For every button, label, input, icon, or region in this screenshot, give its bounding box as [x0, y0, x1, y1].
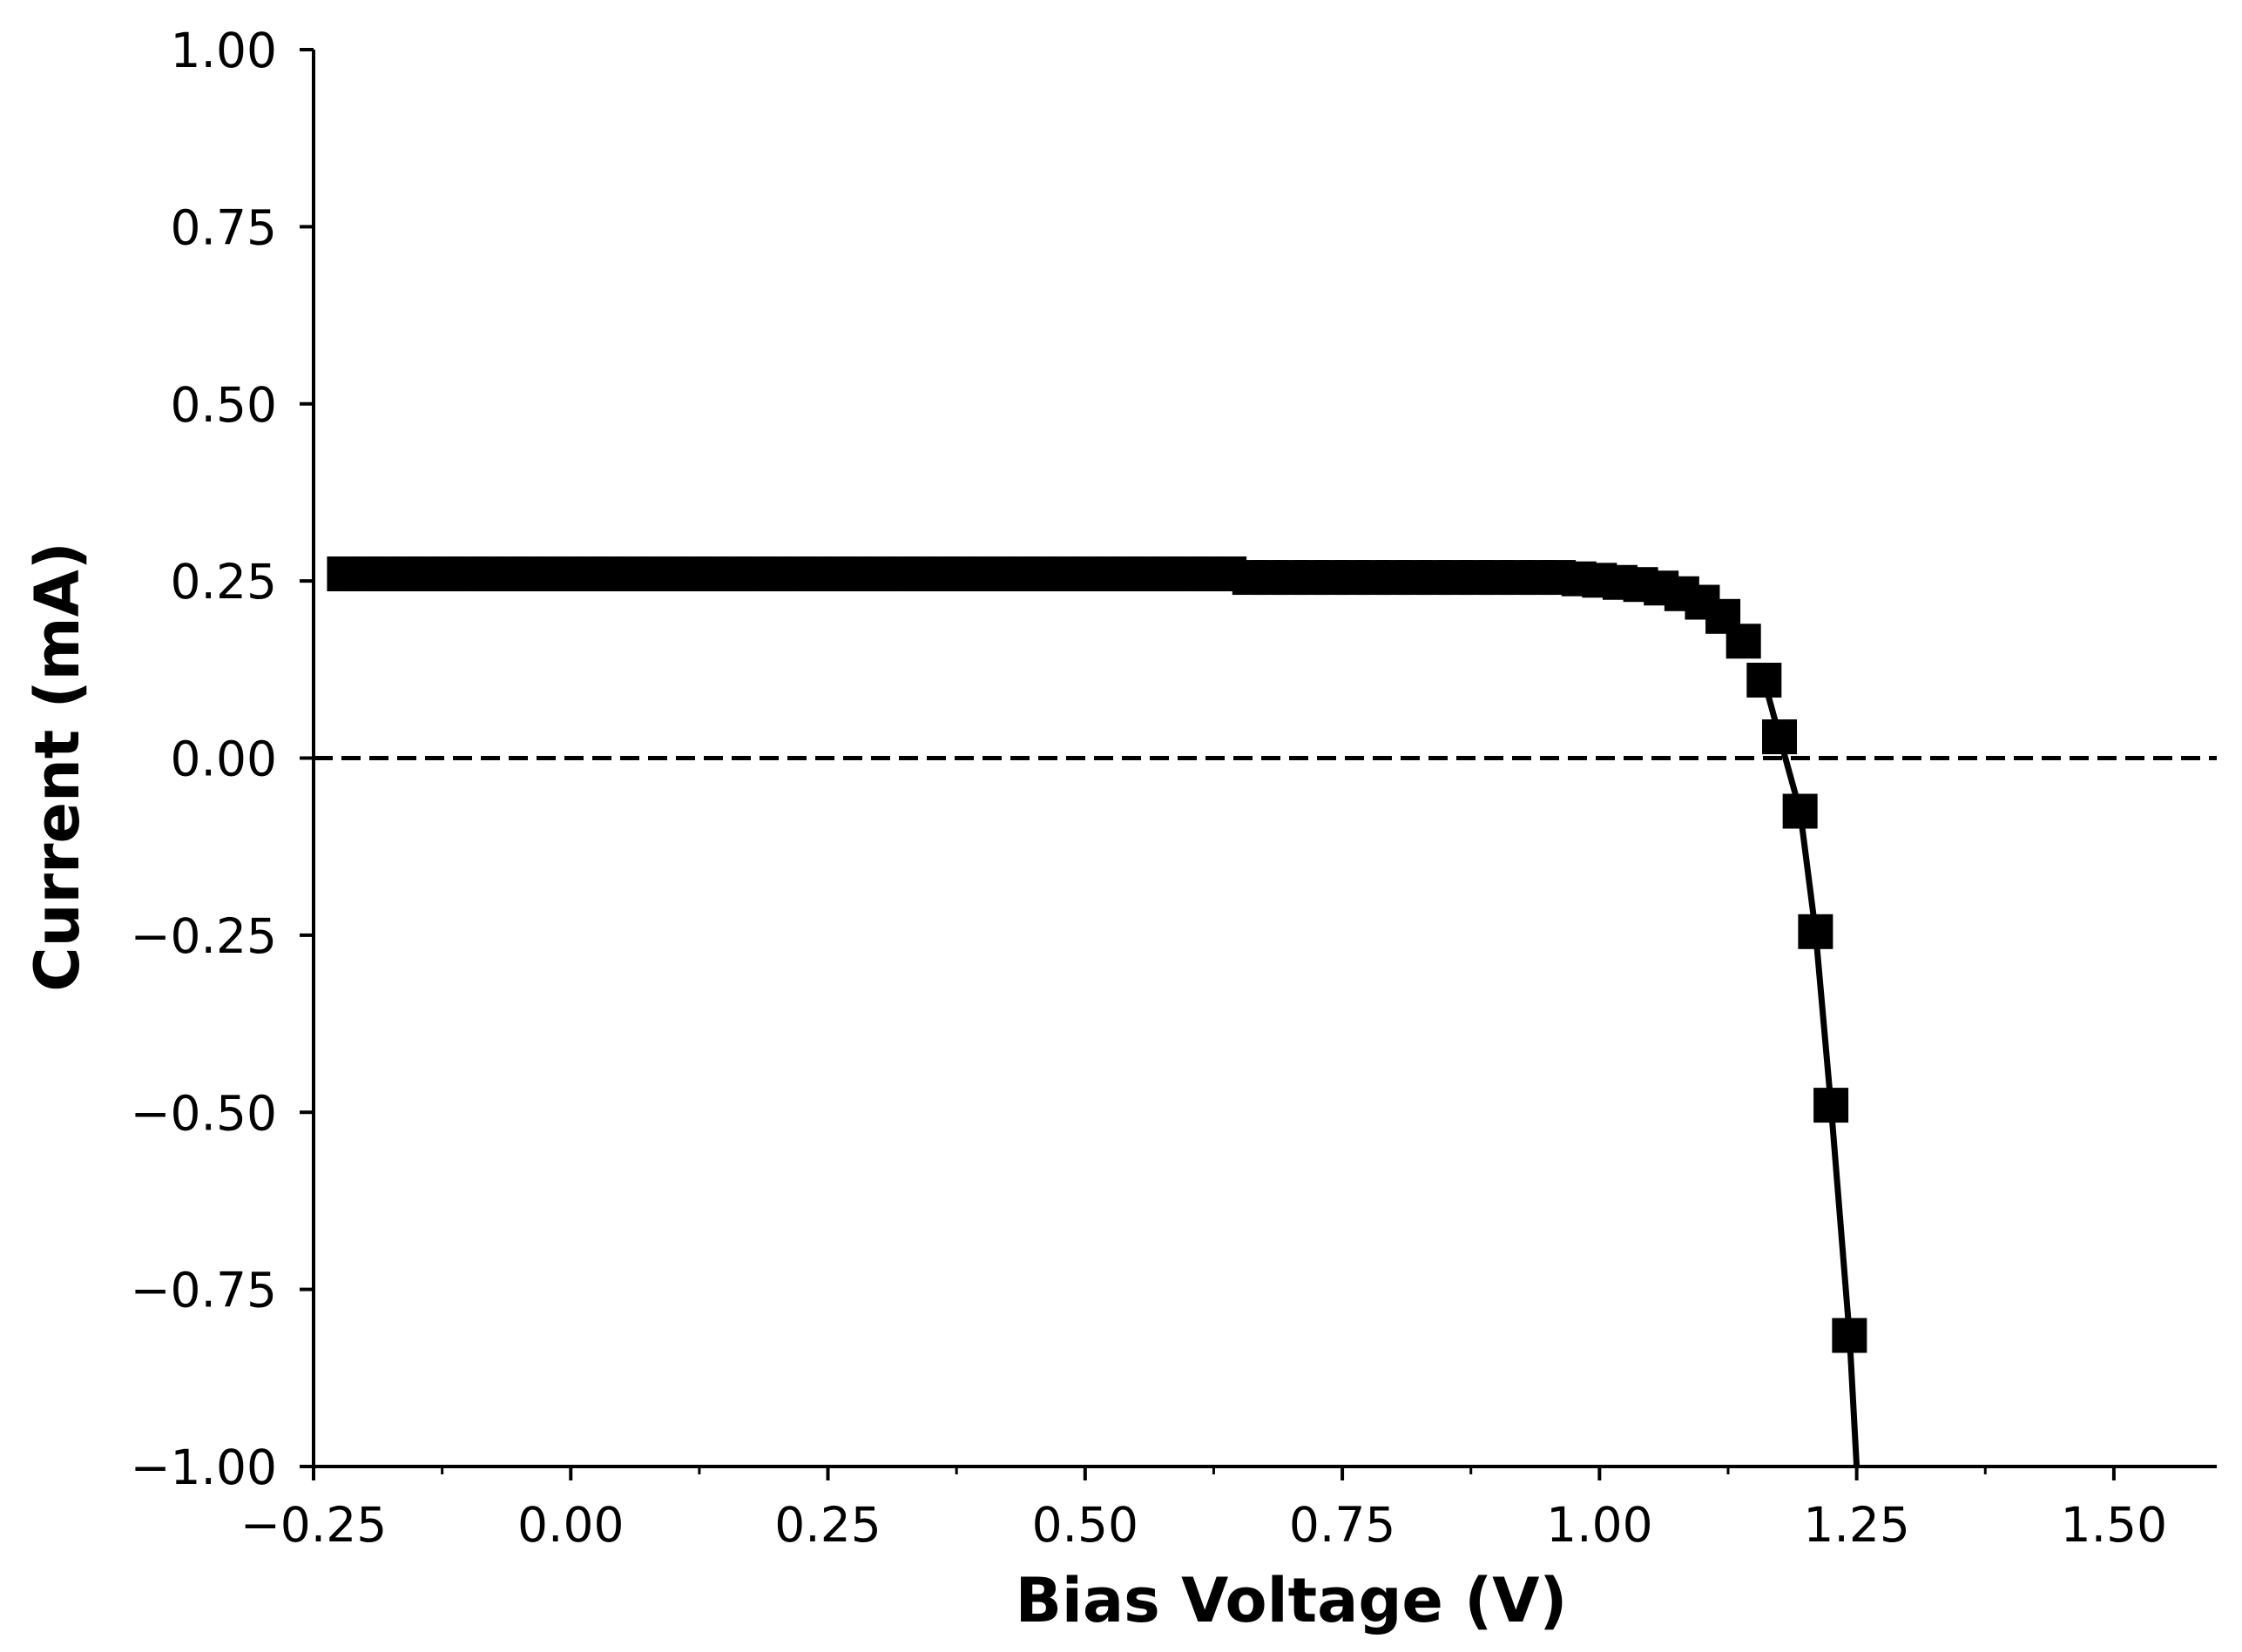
data-point-marker: [1725, 624, 1761, 659]
y-tick-label: 0.00: [171, 732, 277, 787]
y-tick-label: −1.00: [130, 1440, 277, 1495]
y-tick-label: −0.25: [130, 908, 277, 964]
data-point-marker: [1832, 1318, 1867, 1353]
series-group: [327, 556, 1867, 1467]
x-tick-label: 1.50: [2061, 1497, 2167, 1553]
y-tick-label: −0.50: [130, 1085, 277, 1141]
x-axis-label: Bias Voltage (V): [1016, 1565, 1568, 1636]
x-tick-label: 0.25: [774, 1497, 881, 1553]
y-tick-label: −0.75: [130, 1263, 277, 1318]
ticks-group: −0.25 0.00 0.25 0.50 0.75 1.00 1.25 1.50−1.00−0…: [130, 23, 2167, 1553]
y-tick-label: 0.75: [171, 199, 277, 255]
y-tick-label: 0.50: [171, 377, 277, 433]
x-tick-label: −0.25: [240, 1497, 388, 1553]
series-markers: [327, 556, 1867, 1353]
data-point-marker: [1798, 914, 1833, 949]
data-point-marker: [1762, 719, 1798, 755]
x-tick-label: 1.00: [1546, 1497, 1652, 1553]
x-tick-label: 1.25: [1803, 1497, 1909, 1553]
x-tick-label: 0.00: [517, 1497, 624, 1553]
x-tick-label: 0.50: [1032, 1497, 1138, 1553]
data-point-marker: [1813, 1088, 1849, 1123]
data-point-marker: [1746, 663, 1782, 698]
data-point-marker: [1782, 793, 1818, 829]
x-tick-label: 0.75: [1289, 1497, 1395, 1553]
y-tick-label: 1.00: [171, 23, 277, 78]
y-axis-label: Current (mA): [22, 542, 93, 992]
y-tick-label: 0.25: [171, 554, 277, 610]
